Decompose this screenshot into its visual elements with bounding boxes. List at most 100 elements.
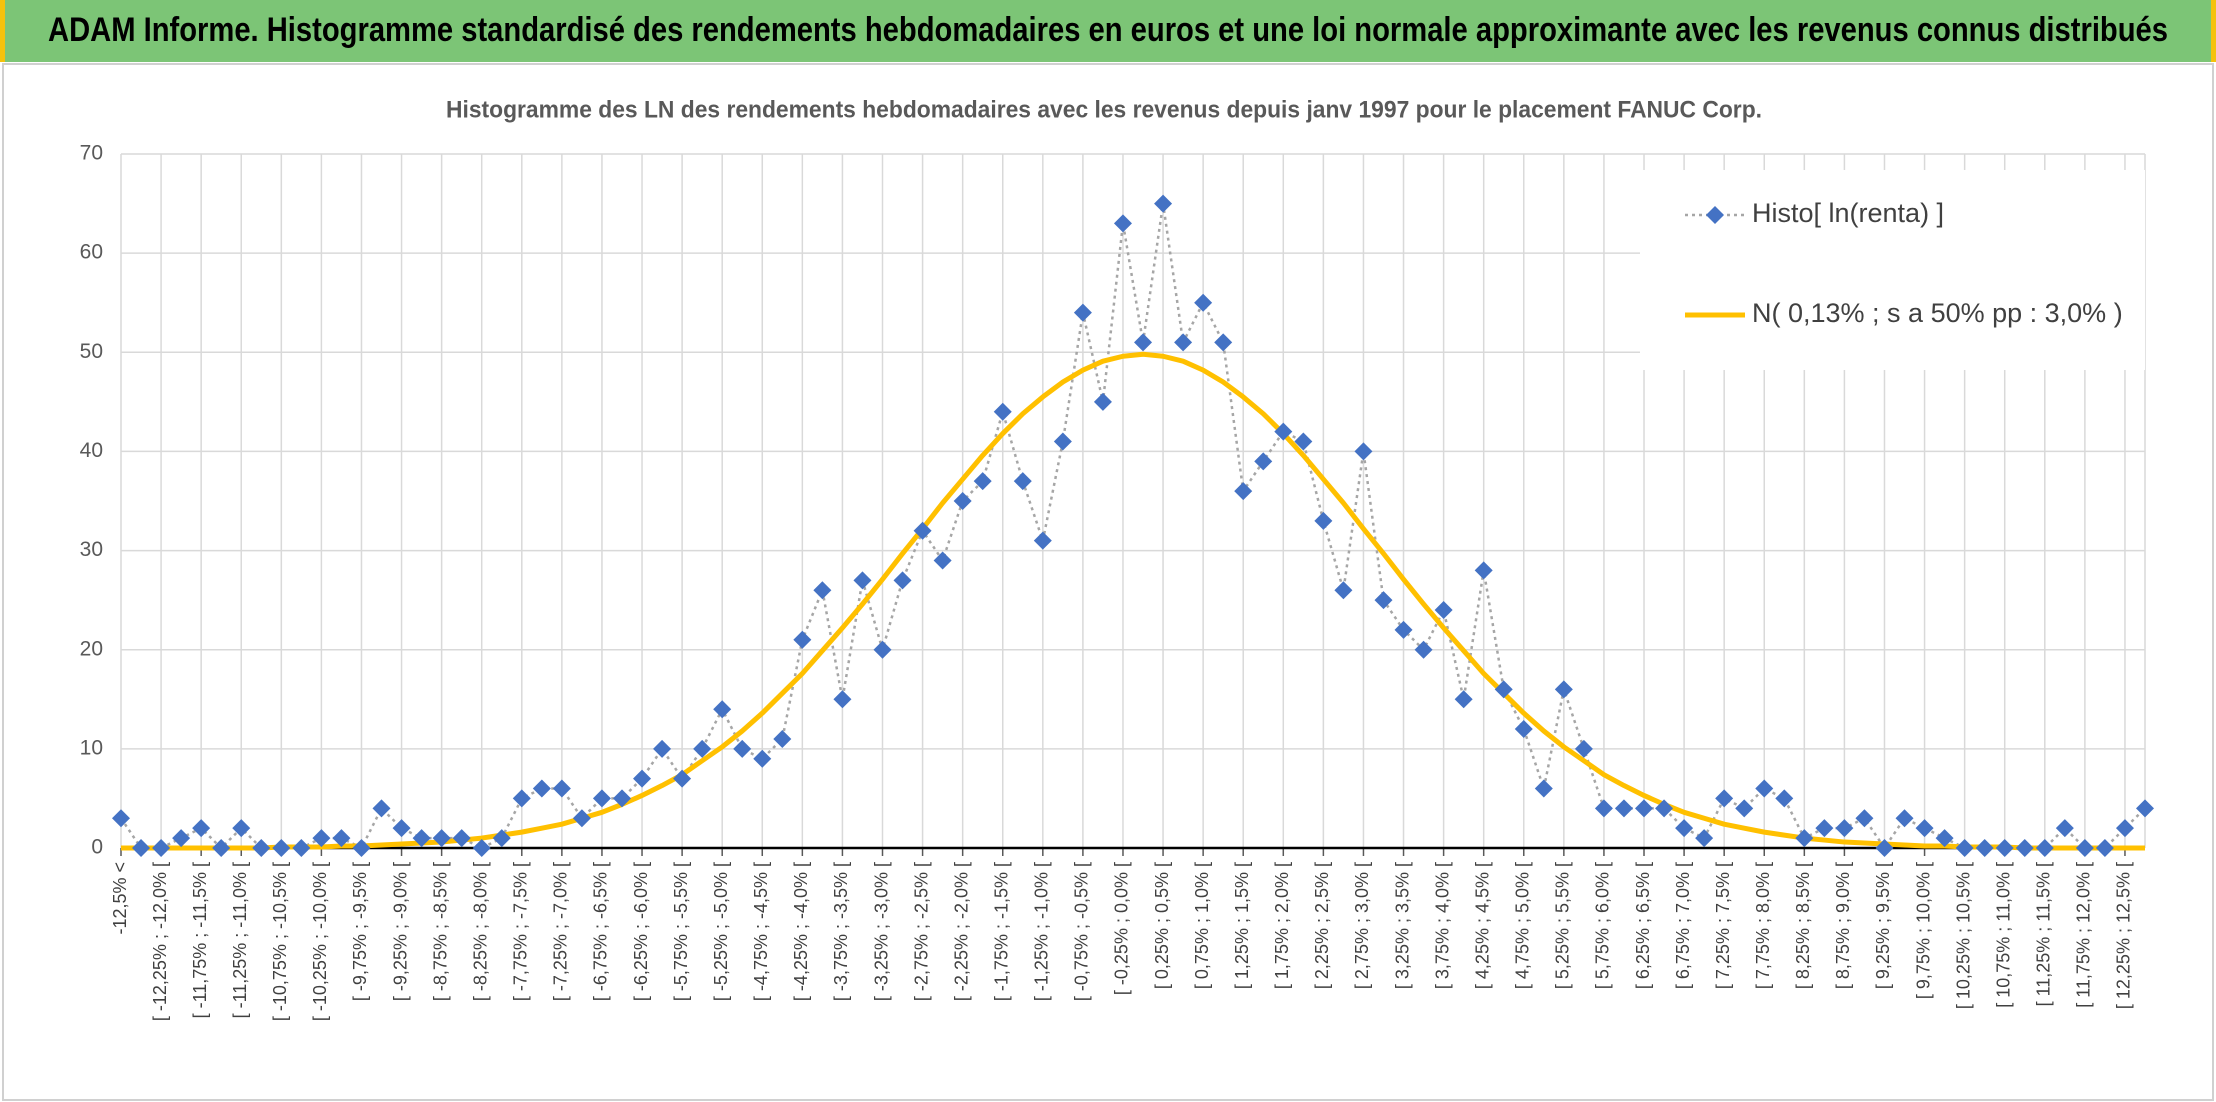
data-point [1815,819,1834,838]
x-tick-label: [ 11,75% ; 12,0% [ [2074,862,2094,1008]
chart-title: Histogramme des LN des rendements hebdom… [446,96,1762,123]
data-point [1995,839,2014,857]
x-tick-label: [ 0,75% ; 1,0% [ [1192,862,1212,989]
data-point [673,769,692,788]
data-point [1374,591,1393,610]
data-point [292,839,311,857]
x-tick-label: [ 1,75% ; 2,0% [ [1272,862,1292,989]
data-point [612,789,631,808]
data-point [1174,333,1193,352]
data-point [332,829,351,848]
data-point [793,630,812,649]
x-tick-label: [ -5,25% ; -5,0% [ [711,862,731,1001]
legend-marker [1706,206,1724,224]
x-tick-label: [ -6,75% ; -6,5% [ [591,862,611,1001]
data-point [1454,690,1473,709]
data-point [753,749,772,768]
data-point [572,809,591,828]
y-tick-label: 60 [80,241,103,264]
data-point [1875,839,1894,857]
x-tick-label: [ -1,75% ; -1,5% [ [991,862,1011,1001]
y-tick-label: 40 [80,439,103,462]
x-tick-label: [ -8,75% ; -8,5% [ [430,862,450,1001]
data-point [552,779,571,798]
data-point [1334,581,1353,600]
title-banner [0,0,2216,62]
data-point [633,769,652,788]
x-tick-label: [ -10,75% ; -10,5% [ [270,862,290,1021]
data-point [1354,442,1373,461]
x-tick-label: -12,5% < [110,862,130,935]
data-point [212,839,231,857]
data-point [693,739,712,758]
x-tick-label: [ -2,75% ; -2,5% [ [911,862,931,1001]
data-point [272,839,291,857]
data-point [512,789,531,808]
data-point [392,819,411,838]
data-point [1434,601,1453,620]
x-tick-label: [ 9,25% ; 9,5% [ [1873,862,1893,989]
x-tick-label: [ 10,75% ; 11,0% [ [1993,862,2013,1008]
data-point [2075,839,2094,857]
data-point [1514,720,1533,739]
data-point [733,739,752,758]
x-tick-label: [ 9,75% ; 10,0% [ [1913,862,1933,999]
data-point [472,839,491,857]
x-tick-label: [ -12,25% ; -12,0% [ [150,862,170,1021]
data-point [1855,809,1874,828]
x-tick-label: [ -3,75% ; -3,5% [ [831,862,851,1001]
y-tick-label: 0 [91,836,103,859]
data-point [352,839,371,857]
data-point [1194,293,1213,312]
x-tick-label: [ -11,25% ; -11,0% [ [230,862,250,1018]
data-point [532,779,551,798]
x-tick-label: [ -7,75% ; -7,5% [ [511,862,531,1001]
data-point [773,729,792,748]
data-point [432,829,451,848]
data-point [1154,194,1173,213]
x-tick-label: [ 8,25% ; 8,5% [ [1793,862,1813,989]
data-point [993,402,1012,421]
data-point [372,799,391,818]
data-point [1013,472,1032,491]
data-point [1214,333,1233,352]
x-tick-label: [ -11,75% ; -11,5% [ [190,862,210,1018]
data-point [893,571,912,590]
x-tick-label: [ 12,25% ; 12,5% [ [2114,862,2134,1009]
x-tick-label: [ -9,25% ; -9,0% [ [390,862,410,1001]
x-tick-label: [ -10,25% ; -10,0% [ [310,862,330,1021]
x-tick-label: [ 7,25% ; 7,5% [ [1713,862,1733,989]
y-tick-label: 70 [80,142,103,165]
data-point [412,829,431,848]
data-point [1414,640,1433,659]
data-point [232,819,251,838]
data-point [1254,452,1273,471]
data-point [2035,839,2054,857]
data-point [1775,789,1794,808]
data-point [1955,839,1974,857]
x-tick-label: [ 3,25% ; 3,5% [ [1392,862,1412,989]
data-point [1053,432,1072,451]
data-point [1474,561,1493,580]
data-point [1394,620,1413,639]
x-tick-label: [ 6,75% ; 7,0% [ [1673,862,1693,989]
x-tick-label: [ 7,75% ; 8,0% [ [1753,862,1773,989]
x-tick-label: [ -9,75% ; -9,5% [ [350,862,370,1001]
data-point [1735,799,1754,818]
data-point [653,739,672,758]
data-point [452,829,471,848]
data-point [1033,531,1052,550]
x-tick-label: [ -6,25% ; -6,0% [ [631,862,651,1001]
data-point [1554,680,1573,699]
legend-label: Histo[ ln(renta) ] [1752,198,1944,228]
x-tick-label: [ 10,25% ; 10,5% [ [1953,862,1973,1009]
x-tick-label: [ 2,75% ; 3,0% [ [1352,862,1372,989]
data-point [1113,214,1132,233]
data-point [1635,799,1654,818]
x-tick-label: [ 3,75% ; 4,0% [ [1432,862,1452,989]
x-tick-label: [ 5,25% ; 5,5% [ [1553,862,1573,989]
data-point [2015,839,2034,857]
x-tick-label: [ 5,75% ; 6,0% [ [1593,862,1613,989]
data-point [1073,303,1092,322]
data-point [172,829,191,848]
